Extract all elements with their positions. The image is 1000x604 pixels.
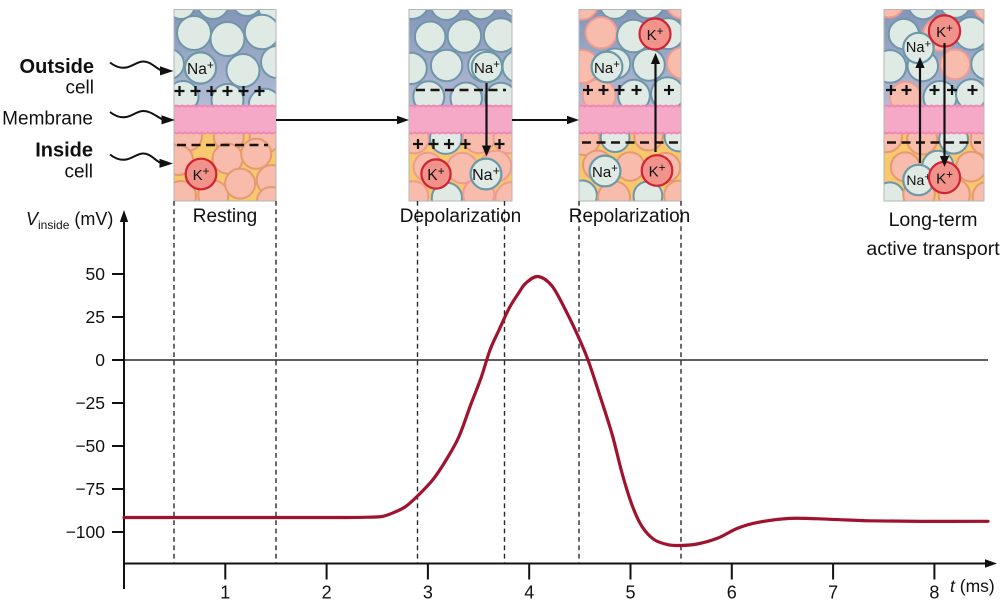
svg-text:4: 4 xyxy=(524,583,534,603)
svg-text:50: 50 xyxy=(86,264,106,284)
svg-text:Repolarization: Repolarization xyxy=(569,206,690,227)
svg-text:3: 3 xyxy=(423,583,433,603)
svg-text:25: 25 xyxy=(86,307,105,327)
svg-text:cell: cell xyxy=(65,78,94,99)
svg-text:5: 5 xyxy=(625,583,635,603)
svg-text:cell: cell xyxy=(64,162,93,183)
svg-text:Depolarization: Depolarization xyxy=(400,206,521,227)
svg-text:6: 6 xyxy=(727,583,737,603)
svg-text:−50: −50 xyxy=(75,436,105,456)
svg-text:−100: −100 xyxy=(66,522,106,542)
svg-text:Vinside (mV): Vinside (mV) xyxy=(26,209,113,232)
svg-text:−75: −75 xyxy=(75,479,105,499)
svg-text:Resting: Resting xyxy=(193,206,257,227)
svg-text:active transport: active transport xyxy=(866,238,1000,260)
svg-text:0: 0 xyxy=(95,350,105,370)
svg-text:8: 8 xyxy=(929,583,939,603)
svg-text:Membrane: Membrane xyxy=(2,109,93,130)
svg-text:1: 1 xyxy=(220,583,230,603)
svg-text:Outside: Outside xyxy=(20,56,94,78)
svg-text:2: 2 xyxy=(322,583,332,603)
svg-text:Inside: Inside xyxy=(35,140,93,162)
svg-text:7: 7 xyxy=(828,583,838,603)
svg-text:Long-term: Long-term xyxy=(889,209,978,231)
svg-text:−25: −25 xyxy=(75,393,105,413)
svg-text:t (ms): t (ms) xyxy=(950,576,995,596)
